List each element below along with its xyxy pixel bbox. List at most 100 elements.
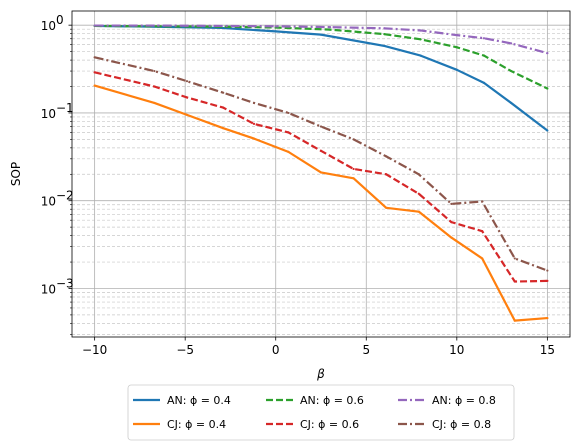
data-point-an-0.6 xyxy=(419,38,422,41)
data-point-an-0.8 xyxy=(455,34,458,37)
data-point-an-0.8 xyxy=(328,26,332,29)
y-tick-label: 10 xyxy=(41,19,56,33)
data-point-cj-0.4 xyxy=(287,150,290,153)
y-tick-exponent: −1 xyxy=(56,101,74,115)
data-point-an-0.4 xyxy=(274,30,277,33)
data-point-cj-0.8 xyxy=(513,257,516,260)
data-point-cj-0.4 xyxy=(481,257,484,260)
data-point-cj-0.8 xyxy=(417,173,420,176)
y-tick-label: 10 xyxy=(41,107,56,121)
x-tick-label: 15 xyxy=(540,343,555,357)
data-point-an-0.8 xyxy=(419,29,422,32)
data-point-cj-0.8 xyxy=(93,56,96,59)
grid-layer xyxy=(72,11,570,337)
data-point-cj-0.8 xyxy=(222,91,225,94)
data-point-cj-0.8 xyxy=(481,200,484,203)
data-point-cj-0.4 xyxy=(222,127,225,130)
data-point-an-0.6 xyxy=(546,87,549,90)
data-point-an-0.4 xyxy=(383,44,386,48)
x-axis-label: β xyxy=(316,367,325,381)
data-point-cj-0.6 xyxy=(185,96,189,99)
data-point-cj-0.4 xyxy=(385,206,388,209)
series-line-cj-0.6 xyxy=(94,71,548,283)
data-point-an-0.4 xyxy=(419,54,422,57)
data-point-an-0.8 xyxy=(220,24,223,28)
x-tick-label: −5 xyxy=(176,343,194,357)
data-point-cj-0.8 xyxy=(352,138,355,141)
legend-entry-label: CJ: ϕ = 0.6 xyxy=(300,418,359,431)
legend-entry-label: AN: ϕ = 0.4 xyxy=(167,394,231,407)
y-tick-exponent: −2 xyxy=(56,189,74,203)
data-point-cj-0.6 xyxy=(287,131,290,134)
legend-entry-label: AN: ϕ = 0.6 xyxy=(300,394,364,407)
data-point-cj-0.6 xyxy=(481,230,484,233)
data-point-cj-0.6 xyxy=(546,279,549,282)
data-point-cj-0.8 xyxy=(185,80,189,83)
series-line-cj-0.4 xyxy=(94,84,548,322)
series-line-cj-0.8 xyxy=(94,56,548,272)
data-point-cj-0.4 xyxy=(93,84,96,87)
data-point-an-0.8 xyxy=(274,25,277,28)
legend-entry-label: CJ: ϕ = 0.4 xyxy=(167,418,226,431)
data-point-cj-0.6 xyxy=(222,106,225,109)
y-tick-exponent: 0 xyxy=(56,13,64,27)
data-point-an-0.4 xyxy=(455,68,458,71)
data-point-an-0.4 xyxy=(482,81,486,84)
data-point-cj-0.4 xyxy=(252,137,256,140)
data-point-cj-0.4 xyxy=(352,177,355,180)
data-point-cj-0.8 xyxy=(153,69,156,73)
data-point-cj-0.4 xyxy=(319,171,323,174)
x-tick-label: 0 xyxy=(272,343,280,357)
legend-entry-label: AN: ϕ = 0.8 xyxy=(432,394,496,407)
x-tick-label: 5 xyxy=(362,343,370,357)
tick-layer: 10−310−210−110 0−10 −5 0 5 10 15 xyxy=(41,13,555,357)
data-point-cj-0.6 xyxy=(153,85,156,88)
data-point-an-0.4 xyxy=(546,129,549,132)
data-point-cj-0.6 xyxy=(417,192,420,195)
data-point-cj-0.8 xyxy=(450,202,453,205)
data-point-cj-0.4 xyxy=(513,319,516,322)
data-point-an-0.6 xyxy=(383,33,386,36)
data-point-an-0.8 xyxy=(156,24,160,27)
data-point-cj-0.6 xyxy=(93,71,96,74)
data-point-cj-0.4 xyxy=(153,101,156,105)
data-point-cj-0.6 xyxy=(450,221,453,224)
data-point-cj-0.8 xyxy=(385,155,388,158)
data-point-cj-0.6 xyxy=(513,280,516,283)
data-point-an-0.8 xyxy=(93,24,96,27)
data-point-an-0.8 xyxy=(546,52,549,55)
data-point-an-0.8 xyxy=(510,42,513,45)
data-point-an-0.6 xyxy=(510,69,513,73)
data-point-an-0.8 xyxy=(482,37,486,40)
data-point-cj-0.6 xyxy=(252,122,256,126)
data-point-cj-0.4 xyxy=(185,113,189,116)
y-tick-exponent: −3 xyxy=(56,276,74,290)
y-tick-label: 10 xyxy=(41,282,56,296)
x-tick-label: −10 xyxy=(82,343,107,357)
data-point-cj-0.4 xyxy=(450,236,453,239)
y-tick-label: 10 xyxy=(41,195,56,209)
data-point-cj-0.8 xyxy=(287,111,290,115)
legend-entry-label: CJ: ϕ = 0.8 xyxy=(432,418,491,431)
legend-box xyxy=(127,384,515,441)
data-point-cj-0.4 xyxy=(417,210,420,213)
series-layer xyxy=(93,24,549,322)
data-point-an-0.6 xyxy=(328,28,332,31)
data-point-an-0.8 xyxy=(383,27,386,30)
data-point-cj-0.6 xyxy=(319,149,323,152)
x-tick-label: 10 xyxy=(449,343,464,357)
data-point-cj-0.8 xyxy=(252,101,256,105)
data-point-cj-0.8 xyxy=(319,125,323,128)
y-axis-label: SOP xyxy=(9,162,23,186)
data-point-an-0.6 xyxy=(455,46,458,49)
data-point-an-0.4 xyxy=(510,101,513,105)
data-point-cj-0.8 xyxy=(546,269,549,272)
data-point-an-0.6 xyxy=(482,54,486,57)
legend: AN: ϕ = 0.4 CJ: ϕ = 0.4 AN: ϕ = 0.6 CJ: ϕ =… xyxy=(127,384,515,441)
data-point-cj-0.4 xyxy=(546,316,549,320)
data-point-cj-0.6 xyxy=(352,167,355,171)
data-point-cj-0.6 xyxy=(385,173,388,176)
data-point-an-0.4 xyxy=(319,33,323,36)
